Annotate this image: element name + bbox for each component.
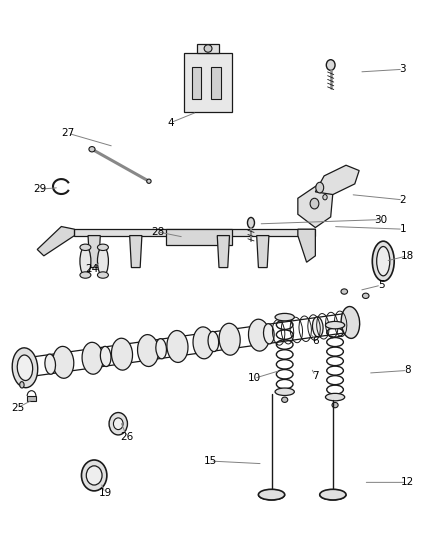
Text: 6: 6 <box>312 336 319 346</box>
Ellipse shape <box>326 60 335 70</box>
Ellipse shape <box>377 246 390 276</box>
Ellipse shape <box>80 246 91 276</box>
Ellipse shape <box>80 244 91 251</box>
Ellipse shape <box>138 335 159 367</box>
Bar <box>211 67 221 99</box>
Ellipse shape <box>219 324 240 355</box>
Text: 10: 10 <box>247 374 261 383</box>
Text: 2: 2 <box>399 195 406 205</box>
Ellipse shape <box>12 348 38 387</box>
Text: 4: 4 <box>167 118 174 127</box>
Ellipse shape <box>282 397 288 402</box>
Ellipse shape <box>111 338 133 370</box>
Ellipse shape <box>258 489 285 500</box>
Ellipse shape <box>45 354 56 374</box>
Ellipse shape <box>341 289 348 294</box>
Text: 30: 30 <box>374 215 388 224</box>
Polygon shape <box>166 229 232 245</box>
Text: 27: 27 <box>61 128 74 138</box>
Polygon shape <box>298 185 333 228</box>
Ellipse shape <box>275 388 294 395</box>
Text: 15: 15 <box>204 456 217 466</box>
Ellipse shape <box>316 182 324 193</box>
Ellipse shape <box>17 355 33 381</box>
Bar <box>184 53 232 112</box>
Bar <box>192 67 201 99</box>
Ellipse shape <box>82 342 103 374</box>
Ellipse shape <box>247 217 254 228</box>
Ellipse shape <box>310 198 319 209</box>
Text: 1: 1 <box>399 224 406 234</box>
Ellipse shape <box>193 327 214 359</box>
Ellipse shape <box>204 45 212 52</box>
Ellipse shape <box>312 317 323 337</box>
Ellipse shape <box>113 418 123 430</box>
Ellipse shape <box>97 244 108 251</box>
Polygon shape <box>217 236 230 268</box>
Ellipse shape <box>323 195 327 200</box>
Text: 8: 8 <box>404 366 411 375</box>
Ellipse shape <box>20 382 24 388</box>
Ellipse shape <box>147 179 151 183</box>
Ellipse shape <box>332 402 338 408</box>
Ellipse shape <box>325 393 345 401</box>
Text: 19: 19 <box>99 488 112 498</box>
Text: 7: 7 <box>312 371 319 381</box>
Ellipse shape <box>100 346 111 367</box>
Text: 18: 18 <box>401 251 414 261</box>
Polygon shape <box>27 396 36 401</box>
Polygon shape <box>74 229 315 236</box>
Ellipse shape <box>53 346 74 378</box>
Ellipse shape <box>89 147 95 152</box>
Polygon shape <box>130 236 142 268</box>
Ellipse shape <box>156 338 166 359</box>
Polygon shape <box>88 236 100 268</box>
Ellipse shape <box>167 330 188 362</box>
Polygon shape <box>37 227 74 256</box>
Text: 26: 26 <box>120 432 134 442</box>
Text: 29: 29 <box>33 184 46 194</box>
Text: 12: 12 <box>401 478 414 487</box>
Text: 24: 24 <box>85 264 99 274</box>
Ellipse shape <box>325 321 345 329</box>
Ellipse shape <box>97 272 108 278</box>
Polygon shape <box>315 165 359 195</box>
Ellipse shape <box>81 460 107 491</box>
Text: 28: 28 <box>151 227 164 237</box>
Text: 25: 25 <box>11 403 24 413</box>
Ellipse shape <box>86 466 102 485</box>
Ellipse shape <box>372 241 394 281</box>
Text: 3: 3 <box>399 64 406 74</box>
Ellipse shape <box>208 332 219 352</box>
Ellipse shape <box>248 319 269 351</box>
Text: 5: 5 <box>378 280 385 290</box>
Ellipse shape <box>80 272 91 278</box>
Ellipse shape <box>109 413 127 435</box>
Ellipse shape <box>341 306 360 338</box>
Polygon shape <box>257 236 269 268</box>
Polygon shape <box>298 229 315 262</box>
Polygon shape <box>197 44 219 53</box>
Ellipse shape <box>264 324 274 344</box>
Ellipse shape <box>97 246 108 276</box>
Ellipse shape <box>362 293 369 298</box>
Ellipse shape <box>320 489 346 500</box>
Ellipse shape <box>275 313 294 321</box>
